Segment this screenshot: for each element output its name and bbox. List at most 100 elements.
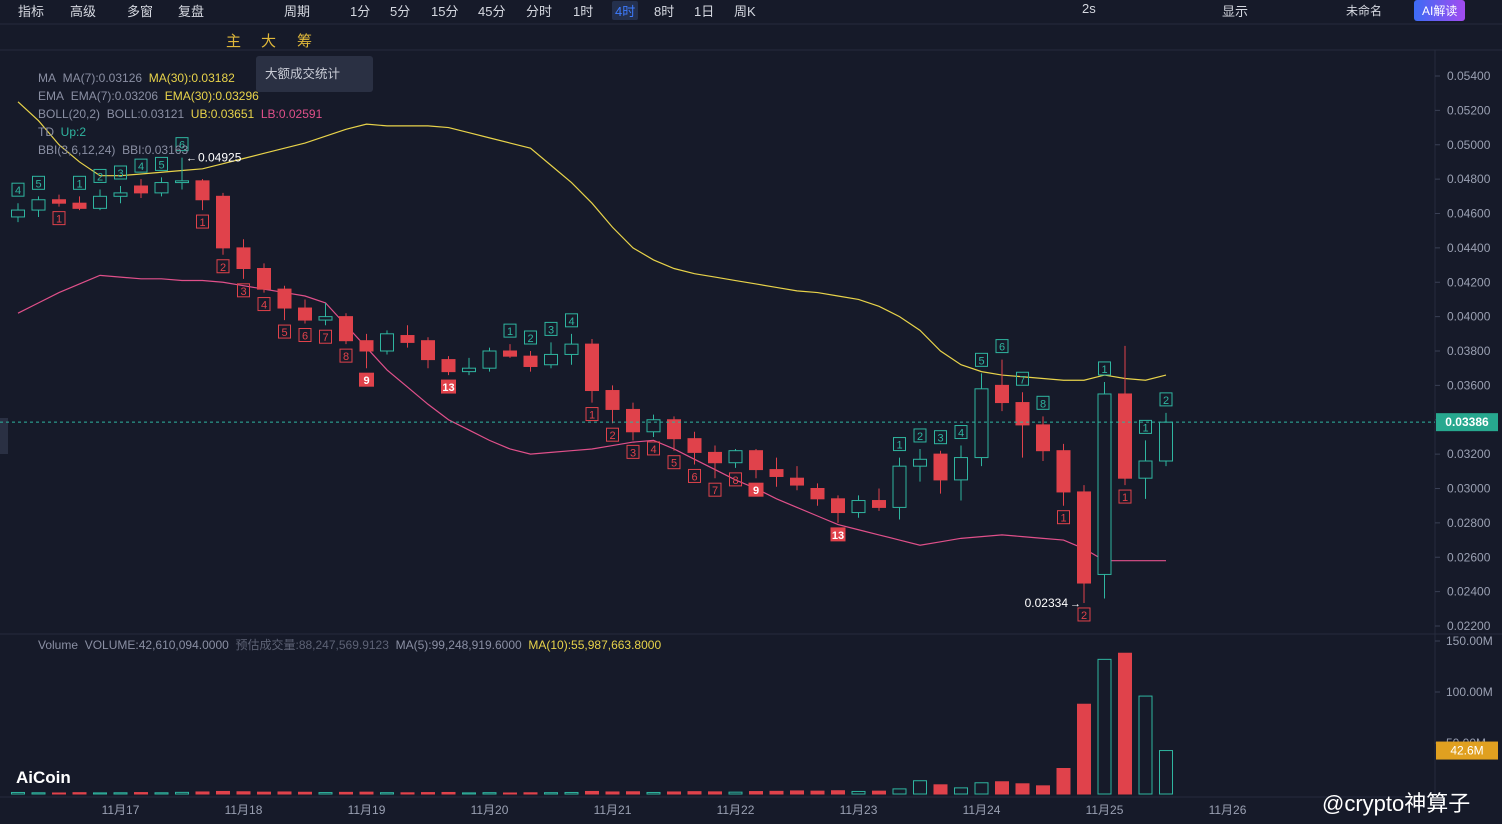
legend-label: BBI(3,6,12,24) [38,143,116,157]
td-box [196,214,209,229]
td-box [606,427,619,442]
display-menu[interactable]: 显示 [1222,4,1249,19]
legend-label: TD [38,125,54,139]
candle-body [441,359,456,373]
x-tick-label: 11月22 [717,803,755,817]
interval[interactable]: 15分 [431,4,459,19]
legend-row: BBI(3,6,12,24) BBI:0.03163 [38,143,188,157]
y-tick-label: 0.03000 [1447,482,1491,496]
x-tick-label: 11月17 [102,803,140,817]
ai-button[interactable]: AI解读 [1414,0,1466,21]
y-tick-label: 0.03200 [1447,447,1491,461]
volume-bar [154,792,169,795]
interval[interactable]: 周K [734,4,756,19]
toolbar-item[interactable]: 高级 [70,4,97,19]
td-label: 2 [1163,395,1169,407]
volume-bar [359,791,374,795]
toolbar-item[interactable]: 指标 [18,4,45,19]
candle-body [667,419,681,440]
refresh[interactable]: 2s [1082,1,1096,16]
volume-bar [995,781,1009,795]
td-box [52,211,66,226]
candle-body [113,192,128,197]
td-box [134,158,148,173]
td-label: 1 [1122,492,1128,504]
interval[interactable]: 4时 [612,1,639,20]
interval[interactable]: 5分 [390,4,411,19]
author: @crypto神算子 [1322,791,1471,816]
td-box [1077,607,1091,622]
legend-value: 预估成交量:88,247,569.9123 [235,638,389,652]
logo: AiCoin [16,768,71,787]
td-label: 7 [1019,374,1025,386]
td-label: 1 [199,217,205,229]
td-box [585,407,599,422]
interval[interactable]: 分时 [526,4,553,19]
legend-label: EMA [38,89,65,103]
interval[interactable]: 8时 [654,4,675,19]
td-box [93,168,107,183]
period-menu[interactable]: 周期 [284,4,311,19]
volume-tag [1436,741,1498,760]
candle-body [380,333,394,352]
volume-bar [257,791,271,795]
td-label: 1 [1142,422,1148,434]
layout-name[interactable]: 未命名 [1346,4,1383,18]
candle-body [400,335,415,343]
side-handle[interactable] [0,418,8,454]
chip[interactable]: 筹 [297,33,313,50]
td-box [175,137,189,152]
interval[interactable]: 1时 [573,4,594,19]
legend-value: VOLUME:42,610,094.0000 [84,638,229,652]
candle-body [933,453,948,481]
candle-body [277,288,292,309]
y-tick-label: 0.02400 [1447,585,1491,599]
candle-body [769,469,784,477]
chip[interactable]: 主 [226,33,242,50]
volume-bar [400,792,415,795]
price-tag-label: 0.03386 [1445,415,1489,429]
x-tick-label: 11月26 [1209,803,1247,817]
td-label: 1 [589,410,595,422]
td-label: 7 [322,332,328,344]
td-label: 4 [568,316,574,328]
td-label: 1 [1060,513,1066,525]
volume-bar [954,787,968,795]
volume-bar [769,790,784,795]
candle-body [831,498,845,514]
interval[interactable]: 1日 [694,4,715,19]
td-label: 1 [507,326,513,338]
td-label: 6 [179,140,185,152]
legend-row: MA MA(7):0.03126 MA(30):0.03182 [38,71,235,85]
volume-bar [339,791,353,795]
legend-label: MA [38,71,56,85]
interval[interactable]: 1分 [350,4,371,19]
td-label: 3 [937,433,943,445]
legend-value: BOLL:0.03121 [106,107,185,121]
candle-body [892,465,907,508]
candle-body [544,353,558,366]
chip[interactable]: 大 [261,33,277,50]
volume-bar [667,791,681,795]
td-box [688,468,701,483]
td-label: 8 [1040,398,1046,410]
toolbar-item[interactable]: 多窗 [127,4,154,19]
volume-bar [421,792,435,795]
td-label: 6 [302,331,308,343]
td-label: 3 [630,447,636,459]
volume-bar [1036,785,1050,795]
volume-legend: Volume VOLUME:42,610,094.0000 预估成交量:88,2… [38,636,661,653]
volume-bar [503,792,517,795]
td-box [278,324,291,339]
volume-bar [749,791,763,795]
y-tick-label: 0.05200 [1447,103,1491,117]
volume-bar [892,788,907,795]
candle-body [93,195,107,209]
candle-body [503,350,517,357]
interval[interactable]: 45分 [478,4,506,19]
td-box [1057,510,1070,525]
td-box [748,482,764,497]
toolbar-item[interactable]: 复盘 [178,4,205,19]
td-box [32,175,45,190]
volume-bar [974,782,989,795]
